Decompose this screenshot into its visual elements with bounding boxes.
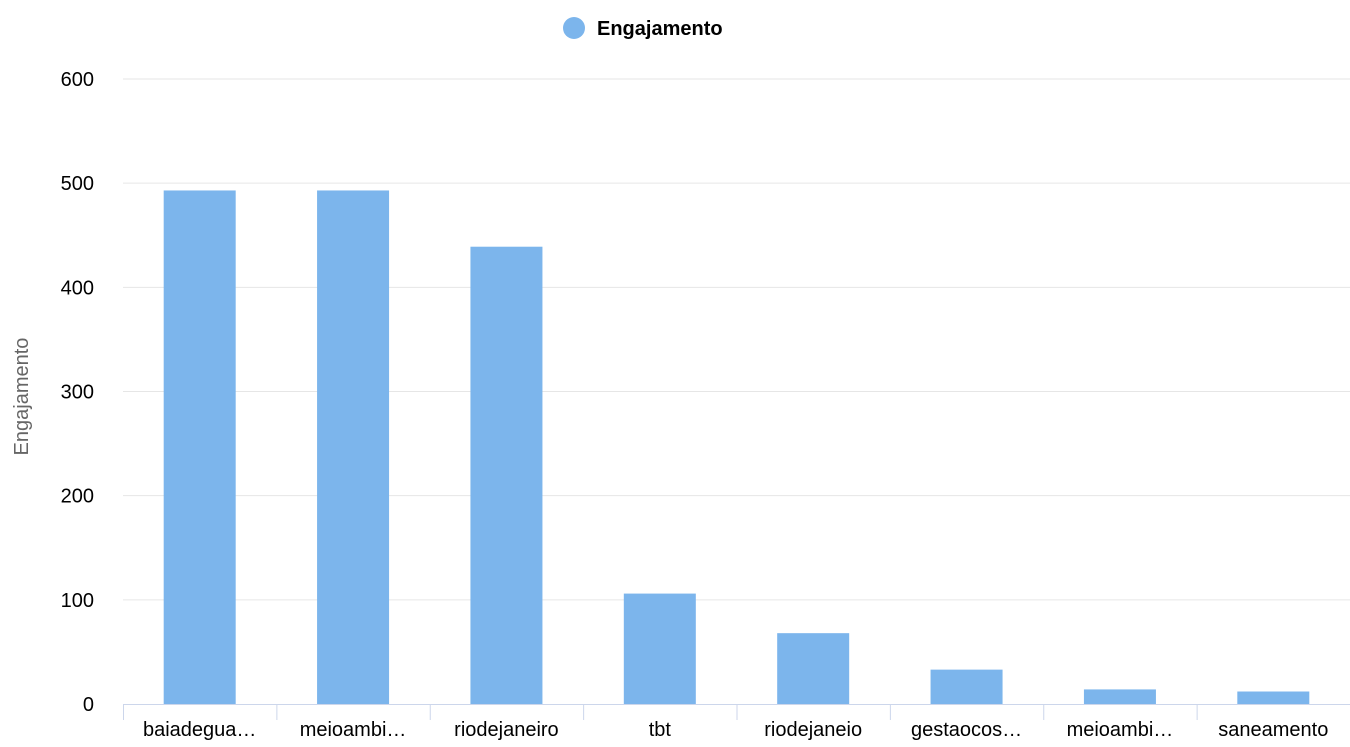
bar[interactable] bbox=[930, 669, 1003, 704]
y-tick-label: 0 bbox=[83, 694, 94, 716]
legend[interactable]: Engajamento bbox=[563, 17, 723, 40]
x-tick-label: gestaocos… bbox=[911, 719, 1022, 741]
y-axis-ticks: 0 100 200 300 400 500 600 bbox=[61, 69, 94, 716]
y-tick-label: 500 bbox=[61, 173, 94, 195]
x-axis bbox=[123, 704, 1350, 720]
y-tick-label: 400 bbox=[61, 277, 94, 299]
y-tick-label: 600 bbox=[61, 69, 94, 91]
grid-lines bbox=[123, 78, 1350, 601]
legend-marker-icon bbox=[563, 17, 585, 39]
y-axis-title: Engajamento bbox=[11, 338, 33, 456]
y-tick-label: 200 bbox=[61, 486, 94, 508]
bar[interactable] bbox=[777, 633, 850, 704]
x-tick-label: tbt bbox=[649, 719, 672, 741]
y-tick-label: 300 bbox=[61, 382, 94, 404]
x-tick-label: meioambi… bbox=[300, 719, 407, 741]
bar[interactable] bbox=[1237, 691, 1310, 705]
bar[interactable] bbox=[317, 190, 390, 705]
x-tick-label: riodejaneiro bbox=[454, 719, 559, 741]
bar[interactable] bbox=[623, 593, 696, 704]
x-tick-label: meioambi… bbox=[1067, 719, 1174, 741]
bar[interactable] bbox=[163, 190, 236, 705]
y-tick-label: 100 bbox=[61, 590, 94, 612]
legend-label: Engajamento bbox=[597, 18, 723, 40]
bar[interactable] bbox=[470, 246, 543, 705]
bar[interactable] bbox=[1083, 689, 1156, 704]
x-tick-label: saneamento bbox=[1218, 719, 1328, 741]
x-tick-label: baiadegua… bbox=[143, 719, 256, 741]
x-axis-labels: baiadegua… meioambi… riodejaneiro tbt riodej… bbox=[143, 719, 1328, 741]
x-tick-label: riodejaneio bbox=[764, 719, 862, 741]
bars bbox=[163, 190, 1310, 705]
